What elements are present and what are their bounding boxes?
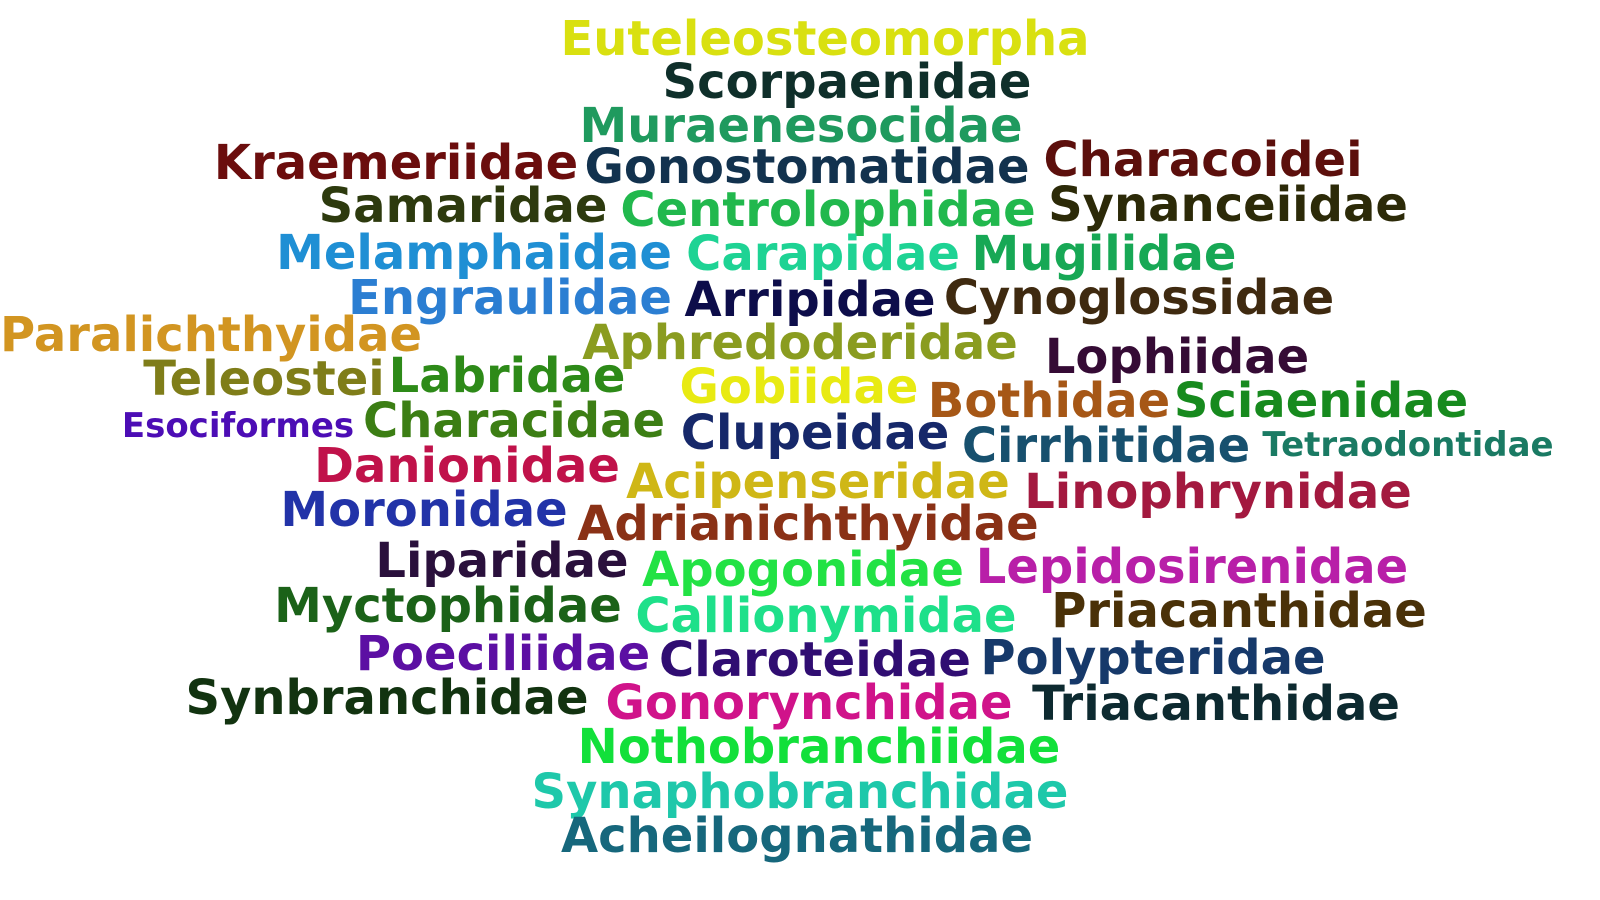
word: Cynoglossidae: [943, 270, 1335, 326]
word: Muraenesocidae: [579, 98, 1023, 154]
word: Bothidae: [927, 373, 1171, 429]
word: Priacanthidae: [1051, 583, 1427, 639]
word: Arripidae: [684, 272, 936, 328]
word: Mugilidae: [971, 226, 1237, 282]
word: Kraemeriidae: [213, 135, 579, 191]
word: Poeciliidae: [355, 626, 651, 682]
word: Gonorynchidae: [605, 675, 1013, 731]
word: Engraulidae: [348, 270, 672, 326]
word: Acipenseridae: [626, 454, 1010, 510]
word: Triacanthidae: [1032, 676, 1400, 732]
word: Apogonidae: [642, 542, 964, 598]
word: Nothobranchiidae: [577, 719, 1061, 775]
word: Myctophidae: [274, 578, 622, 634]
word: Sciaenidae: [1173, 373, 1469, 429]
word: Carapidae: [686, 226, 960, 282]
word: Polypteridae: [980, 630, 1326, 686]
word: Cirrhitidae: [961, 418, 1251, 474]
word: Claroteidae: [659, 632, 971, 688]
word: Aphredoderidae: [582, 315, 1018, 371]
word: Gonostomatidae: [584, 139, 1030, 195]
word: Synaphobranchidae: [531, 764, 1069, 820]
word: Callionymidae: [635, 588, 1017, 644]
word: Lophiidae: [1044, 329, 1310, 385]
word: Tetraodontidae: [1262, 425, 1554, 465]
word: Lepidosirenidae: [975, 539, 1409, 595]
word: Moronidae: [280, 482, 568, 538]
word: Clupeidae: [680, 405, 950, 461]
word: Labridae: [388, 348, 626, 404]
word: Euteleosteomorpha: [560, 11, 1090, 67]
word: Centrolophidae: [620, 182, 1036, 238]
word: Characoidei: [1043, 132, 1363, 188]
word: Gobiidae: [679, 359, 919, 415]
word: Paralichthyidae: [0, 307, 423, 363]
word: Liparidae: [375, 533, 629, 589]
word: Scorpaenidae: [662, 54, 1032, 110]
word: Danionidae: [314, 438, 620, 494]
word: Acheilognathidae: [560, 808, 1034, 864]
word: Characidae: [362, 393, 666, 449]
word: Esociformes: [121, 406, 355, 446]
word: Linophrynidae: [1024, 464, 1412, 520]
word: Adrianichthyidae: [577, 496, 1039, 552]
word: Teleostei: [143, 351, 385, 407]
word: Synanceiidae: [1048, 177, 1408, 233]
word: Melamphaidae: [276, 225, 672, 281]
word: Samaridae: [318, 178, 608, 234]
word: Synbranchidae: [185, 670, 589, 726]
